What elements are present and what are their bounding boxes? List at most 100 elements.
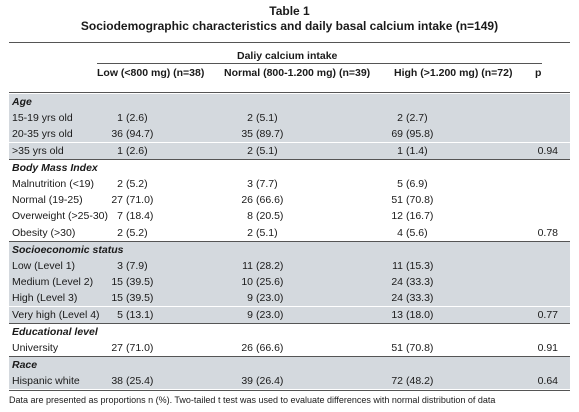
normal-count: 2 [247,144,253,157]
high-percent: (70.8) [406,342,434,354]
low-percent: (18.4) [126,210,154,223]
row-label: Hispanic white [12,375,80,388]
p-value: 0.64 [537,375,558,388]
group-header-row: Daliy calcium intake [9,48,570,64]
normal-count: 9 [247,308,253,321]
table-row: Normal (19-25) 27 (71.0) 26 (66.6) 51 (70.8) [9,192,570,208]
table-row: Very high (Level 4) 5 (13.1) 9 (23.0) 13 (18.0… [9,306,570,323]
high-count: 11 [392,260,403,272]
table-caption: Table 1 Sociodemographic characteristics… [0,4,579,34]
low-count: 5 [117,308,123,321]
normal-count: 26 [241,194,253,207]
low-percent: (94.7) [126,128,154,141]
row-label: University [12,342,59,354]
low-percent: (5.2) [126,226,148,239]
table-row: Obesity (>30) 2 (5.2) 2 (5.1) 4 (5.6) 0.78 [9,225,570,241]
normal-percent: (23.0) [256,292,284,305]
high-count: 13 [391,308,403,321]
high-percent: (18.0) [406,308,434,321]
high-count: 4 [397,226,403,239]
high-count: 5 [397,178,403,190]
top-rule [9,42,570,43]
section-title: Socioeconomic status [12,243,124,256]
normal-percent: (23.0) [256,308,284,321]
column-header-low: Low (<800 mg) (n=38) [97,67,205,79]
normal-percent: (26.4) [256,375,284,388]
column-header-p: p [535,67,542,79]
low-count: 15 [111,276,123,289]
row-label: Medium (Level 2) [12,276,94,289]
column-header-normal: Normal (800-1.200 mg) (n=39) [224,67,371,79]
high-count: 72 [391,375,403,388]
low-percent: (71.0) [126,194,154,207]
high-percent: (33.3) [406,276,434,289]
low-count: 1 [117,112,123,125]
high-count: 51 [391,342,403,354]
normal-count: 9 [247,292,253,305]
high-percent: (48.2) [406,375,434,388]
section-header-row: Age [9,94,570,110]
section-title: Race [12,359,38,372]
low-count: 38 [111,375,123,388]
normal-percent: (5.1) [256,144,278,157]
section-header-row: Race [9,357,570,374]
high-percent: (1.4) [406,144,428,157]
section-title: Body Mass Index [12,161,98,174]
row-label: Overweight (>25-30) [12,210,109,223]
low-percent: (5.2) [126,178,148,190]
high-percent: (6.9) [406,178,428,190]
normal-percent: (25.6) [256,276,284,289]
normal-count: 2 [247,226,253,239]
group-header-rule [97,63,542,64]
section-header-row: Body Mass Index [9,160,570,176]
high-percent: (15.3) [406,260,434,272]
section-rule [9,240,570,242]
section-rule [9,389,570,391]
row-label: Obesity (>30) [12,226,76,239]
table-label: Table 1 [269,4,310,18]
high-percent: (16.7) [406,210,434,223]
normal-count: 8 [247,210,253,223]
table-row: Low (Level 1) 3 (7.9) 11 (28.2) 11 (15.3) [9,258,570,274]
table-row: >35 yrs old 1 (2.6) 2 (5.1) 1 (1.4) 0.94 [9,142,570,159]
low-count: 2 [117,226,123,239]
section-rule [9,356,570,358]
high-percent: (5.6) [406,226,428,239]
low-count: 36 [111,128,123,141]
table-row: Overweight (>25-30) 7 (18.4) 8 (20.5) 12 (16.7… [9,208,570,224]
row-label: 20-35 yrs old [12,128,73,141]
column-header-row: Low (<800 mg) (n=38) Normal (800-1.200 m… [9,65,570,81]
high-percent: (33.3) [406,292,434,305]
normal-count: 39 [241,375,253,388]
p-value: 0.78 [537,226,558,239]
low-percent: (25.4) [126,375,154,388]
low-percent: (13.1) [126,308,154,321]
row-label: >35 yrs old [12,144,64,157]
high-percent: (95.8) [406,128,434,141]
low-percent: (39.5) [126,292,154,305]
low-percent: (71.0) [126,342,154,354]
high-count: 1 [397,144,403,157]
high-count: 69 [391,128,403,141]
high-percent: (70.8) [406,194,434,207]
row-label: Low (Level 1) [12,260,76,272]
high-count: 24 [391,292,403,305]
low-percent: (7.9) [126,260,148,272]
table-row: Malnutrition (<19) 2 (5.2) 3 (7.7) 5 (6.9) [9,176,570,192]
p-value: 0.94 [537,144,558,157]
normal-count: 35 [241,128,253,141]
section-rule [9,322,570,324]
normal-percent: (66.6) [256,342,284,354]
low-count: 27 [111,194,123,207]
low-percent: (2.6) [126,112,148,125]
high-count: 51 [391,194,403,207]
section-title: Educational level [12,325,98,338]
high-count: 24 [391,276,403,289]
low-count: 1 [117,144,123,157]
normal-percent: (7.7) [256,178,278,190]
low-count: 3 [117,260,123,272]
row-label: Malnutrition (<19) [12,178,94,190]
normal-percent: (66.6) [256,194,284,207]
table-row: Hispanic white 38 (25.4) 39 (26.4) 72 (48.2) 0.… [9,373,570,390]
normal-count: 11 [242,260,253,272]
